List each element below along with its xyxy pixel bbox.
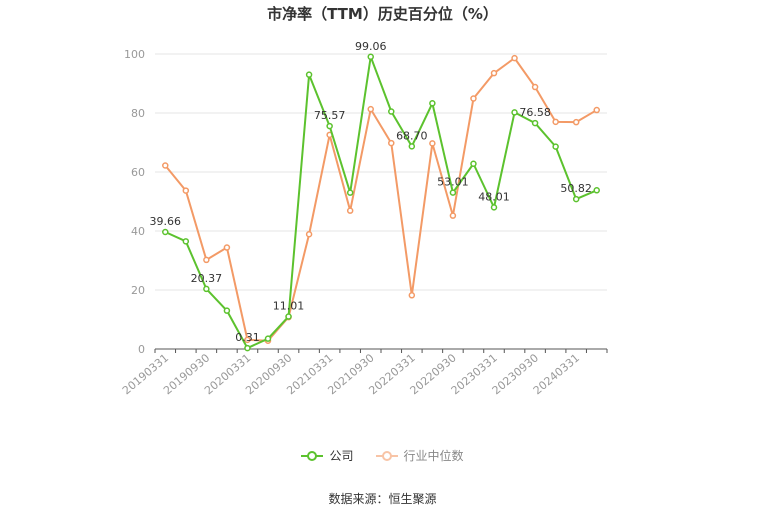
data-label-layer: 39.66 20.37 0.31 11.01 75.57 99.06 68.70 53.01 4… (150, 40, 592, 344)
data-point-0-11 (388, 108, 395, 115)
data-point-1-12 (408, 292, 416, 299)
data-point-0-17 (511, 109, 518, 116)
data-point-1-11 (388, 139, 395, 147)
data-label: 68.70 (396, 129, 428, 142)
data-label: 50.82 (560, 182, 592, 195)
y-tick-label: 80 (131, 107, 145, 120)
grid-layer (155, 53, 607, 291)
data-point-1-13 (429, 140, 436, 147)
chart-title: 市净率（TTM）历史百分位（%） (267, 5, 498, 23)
legend: 公司 行业中位数 (0, 447, 765, 464)
data-point-1-18 (531, 83, 539, 91)
data-point-1-4 (244, 336, 251, 344)
data-point-1-15 (470, 95, 477, 102)
data-point-0-5 (264, 335, 272, 342)
data-point-0-15 (470, 160, 477, 167)
data-point-1-10 (367, 105, 374, 113)
data-point-0-7 (305, 71, 313, 78)
legend-item-company[interactable]: 公司 (301, 447, 354, 464)
y-tick-label: 60 (131, 166, 145, 179)
data-point-0-8 (326, 122, 333, 130)
data-label: 0.31 (235, 331, 260, 344)
data-label: 75.57 (314, 109, 346, 122)
data-point-1-21 (593, 106, 600, 114)
data-label: 39.66 (150, 215, 182, 228)
data-point-0-14 (449, 189, 457, 196)
data-point-0-19 (552, 143, 559, 150)
data-point-1-3 (223, 244, 231, 251)
series-line-0 (164, 55, 598, 350)
data-label: 53.01 (437, 176, 469, 189)
data-point-0-20 (572, 195, 580, 203)
data-label: 48.01 (478, 190, 510, 203)
data-point-0-6 (285, 313, 292, 320)
data-label: 20.37 (191, 272, 223, 285)
data-point-1-9 (346, 207, 354, 214)
data-point-1-17 (511, 54, 518, 62)
legend-industry-label: 行业中位数 (403, 449, 464, 463)
data-point-0-12 (408, 143, 416, 150)
data-point-0-1 (182, 238, 190, 245)
data-point-0-10 (367, 53, 374, 61)
data-point-0-16 (490, 204, 498, 211)
legend-industry-line-icon (375, 450, 398, 461)
y-tick-label: 0 (138, 343, 145, 356)
data-point-0-13 (429, 100, 436, 107)
data-source: 数据来源：恒生聚源 (328, 492, 437, 506)
y-tick-label: 100 (124, 48, 145, 61)
y-tick-label: 20 (131, 284, 145, 297)
data-point-1-0 (162, 162, 169, 169)
data-point-0-2 (203, 285, 210, 293)
data-point-0-3 (223, 307, 231, 314)
data-point-0-0 (162, 228, 169, 236)
data-point-0-21 (593, 187, 600, 194)
legend-item-industry-median[interactable]: 行业中位数 (375, 447, 464, 464)
legend-company-line-icon (301, 450, 324, 461)
data-label: 99.06 (355, 40, 387, 53)
series-line-1 (164, 57, 598, 342)
data-point-1-14 (449, 212, 457, 219)
data-point-0-18 (531, 119, 539, 127)
legend-company-label: 公司 (329, 449, 354, 463)
y-tick-label: 40 (131, 225, 145, 238)
data-label: 76.58 (519, 106, 551, 119)
data-point-1-20 (572, 118, 580, 126)
data-label: 11.01 (273, 300, 305, 313)
data-point-1-19 (552, 118, 559, 126)
series-layer (162, 53, 600, 352)
data-point-1-16 (490, 69, 498, 77)
data-point-1-2 (203, 256, 210, 264)
x-tick-label: 20240331 (531, 351, 582, 397)
data-point-0-9 (346, 189, 354, 196)
data-point-1-7 (305, 230, 313, 238)
data-point-0-4 (244, 344, 251, 352)
data-point-1-1 (182, 187, 190, 194)
